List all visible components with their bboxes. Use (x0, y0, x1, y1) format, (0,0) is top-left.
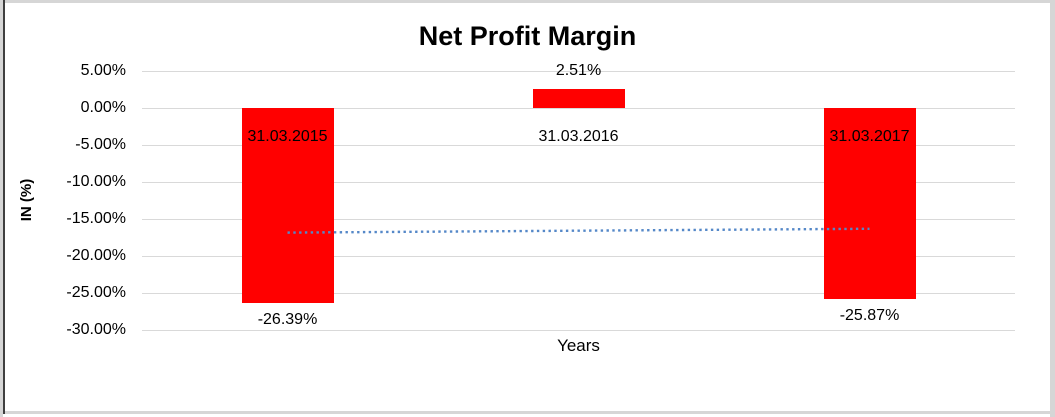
gridline (142, 293, 1015, 294)
data-label: -26.39% (257, 311, 318, 329)
plot-area: 31.03.2015 -26.39% 31.03.2016 2.51% 31.03.20… (142, 62, 1015, 331)
category-label: 31.03.2016 (538, 128, 619, 145)
frame-border-top (0, 0, 1055, 3)
bar (823, 108, 916, 300)
y-tick-label: -5.00% (75, 136, 126, 153)
data-label: 2.51% (555, 62, 602, 80)
trendline (287, 227, 870, 234)
x-axis-title: Years (557, 336, 600, 355)
gridline (142, 330, 1015, 331)
bar (241, 108, 334, 304)
frame-border-left-dark (3, 0, 5, 414)
y-tick-label: -20.00% (66, 247, 126, 264)
y-tick-label: -15.00% (66, 210, 126, 227)
frame-border-left (0, 0, 3, 417)
gridline (142, 108, 1015, 109)
y-tick-label: -10.00% (66, 173, 126, 190)
gridline (142, 145, 1015, 146)
frame-border-right (1050, 0, 1055, 417)
gridline (142, 256, 1015, 257)
gridline (142, 182, 1015, 183)
chart-title: Net Profit Margin (418, 21, 637, 51)
category-label: 31.03.2017 (829, 128, 910, 145)
data-label: -25.87% (839, 307, 900, 325)
y-axis-title: IN (%) (18, 178, 35, 222)
category-label: 31.03.2015 (247, 128, 328, 145)
bar (532, 89, 625, 108)
y-tick-label: 0.00% (80, 99, 126, 116)
y-tick-label: 5.00% (80, 62, 126, 79)
y-tick-label: -25.00% (66, 284, 126, 301)
gridline (142, 71, 1015, 72)
y-tick-label: -30.00% (66, 321, 126, 338)
frame-border-bottom (0, 411, 1055, 414)
gridline (142, 219, 1015, 220)
